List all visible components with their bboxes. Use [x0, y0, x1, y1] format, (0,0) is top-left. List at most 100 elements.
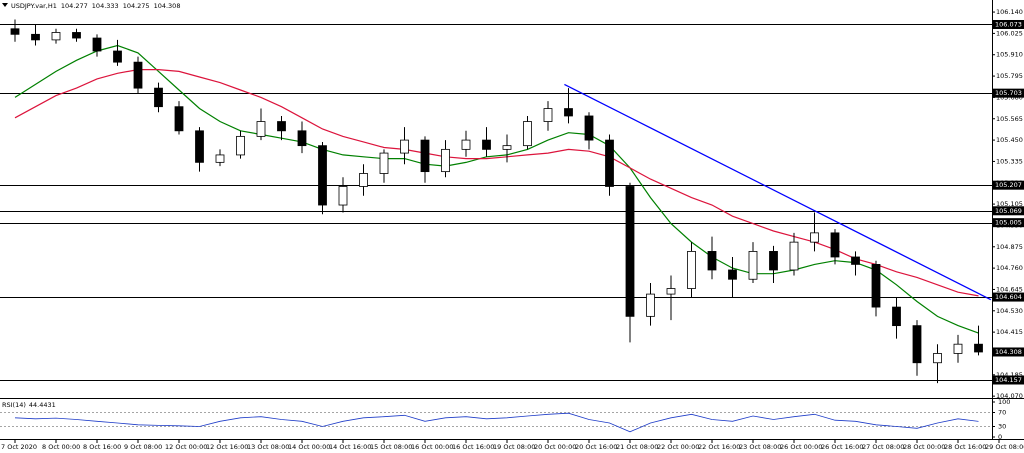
y-tick-label: 105.565 — [996, 115, 1023, 123]
x-tick-label: 22 Oct 16:00 — [698, 443, 740, 451]
candle-body — [256, 121, 266, 137]
y-tick-label: 104.185 — [996, 371, 1023, 379]
candle-body — [379, 152, 389, 174]
x-tick-label: 8 Oct 16:00 — [83, 443, 121, 451]
y-tick-label: 105.450 — [996, 136, 1023, 144]
price-tag-bg — [993, 375, 1024, 385]
x-tick-label: 8 Oct 00:00 — [42, 443, 80, 451]
candle-body — [871, 264, 881, 308]
rsi-y-tick-label: 100 — [998, 398, 1010, 406]
candle-body — [31, 33, 40, 41]
header-value: 104.277 — [61, 2, 88, 10]
candle-body — [482, 139, 491, 150]
x-tick-label: 29 Oct 08:00 — [985, 443, 1024, 451]
x-tick-label: 27 Oct 08:00 — [862, 443, 904, 451]
x-tick-label: 12 Oct 00:00 — [165, 443, 207, 451]
menu-arrow[interactable] — [2, 3, 8, 7]
candle-body — [625, 186, 635, 317]
moving-average — [14, 44, 979, 334]
symbol: USDJPY.var,H1 — [11, 2, 57, 10]
candle-body — [133, 61, 143, 89]
candle-body — [441, 148, 450, 173]
price-tag: 105.069 — [995, 207, 1022, 215]
y-tick-label: 104.530 — [996, 307, 1023, 315]
y-tick-label: 104.645 — [996, 285, 1023, 293]
y-tick-label: 105.910 — [996, 51, 1023, 59]
moving-average — [14, 68, 979, 297]
candle-body — [953, 343, 963, 354]
price-tag: 105.005 — [995, 219, 1022, 227]
candle-body — [461, 139, 471, 150]
price-tag-bg — [993, 180, 1024, 190]
x-tick-label: 26 Oct 00:00 — [780, 443, 822, 451]
candle-body — [687, 251, 696, 289]
x-tick-label: 23 Oct 08:00 — [739, 443, 781, 451]
rsi-y-tick-label: 70 — [998, 409, 1006, 417]
rsi-y-tick-label: 30 — [998, 423, 1006, 431]
candle-body — [584, 115, 594, 141]
x-tick-label: 28 Oct 00:00 — [903, 443, 945, 451]
candle-body — [236, 135, 245, 156]
candle-body — [174, 106, 184, 132]
candle-body — [605, 139, 614, 187]
y-tick-label: 104.070 — [996, 392, 1023, 400]
candle-body — [646, 293, 655, 317]
candle-body — [933, 353, 942, 364]
candle-body — [728, 269, 737, 280]
candle-body — [420, 139, 430, 173]
candle-body — [769, 251, 778, 271]
candle-body — [359, 173, 368, 187]
candle-body — [10, 28, 20, 35]
x-tick-label: 9 Oct 08:00 — [124, 443, 162, 451]
price-tag: 104.308 — [995, 348, 1022, 356]
candle-body — [502, 145, 512, 150]
candle-body — [113, 50, 122, 63]
candle-body — [92, 37, 102, 52]
x-tick-label: 16 Oct 00:00 — [411, 443, 453, 451]
candle-body — [195, 130, 204, 163]
candle-body — [154, 87, 163, 108]
x-tick-label: 21 Oct 08:00 — [616, 443, 658, 451]
price-tag: 105.703 — [995, 89, 1022, 97]
candle-body — [277, 121, 286, 132]
candle-body — [543, 108, 553, 122]
y-tick-label: 105.335 — [996, 157, 1023, 165]
rsi-y-tick-label: 0 — [998, 433, 1002, 441]
candle-body — [215, 154, 225, 163]
y-tick-label: 106.140 — [996, 8, 1023, 16]
x-tick-label: 13 Oct 08:00 — [247, 443, 289, 451]
x-tick-label: 16 Oct 16:00 — [452, 443, 494, 451]
candle-body — [892, 306, 901, 327]
candle-body — [748, 251, 758, 280]
y-tick-label: 104.760 — [996, 264, 1023, 272]
candle-body — [666, 288, 676, 295]
candle-body — [912, 325, 922, 364]
price-tag: 104.604 — [995, 293, 1022, 301]
rsi-value: 44.4431 — [29, 401, 56, 409]
chart-header: USDJPY.var,H1 104.277 104.333 104.275 104.30… — [11, 2, 180, 10]
rsi-name: RSI(14) — [2, 401, 26, 409]
price-tag-bg — [993, 206, 1024, 216]
candle-body — [297, 130, 307, 147]
x-tick-label: 22 Oct 00:00 — [657, 443, 699, 451]
candle-body — [707, 251, 717, 271]
x-tick-label: 19 Oct 08:00 — [493, 443, 535, 451]
rsi-label: RSI(14) 44.4431 — [2, 401, 56, 409]
price-tag-bg — [993, 88, 1024, 98]
candle-body — [810, 232, 819, 243]
y-tick-label: 105.105 — [996, 200, 1023, 208]
x-tick-label: 15 Oct 08:00 — [370, 443, 412, 451]
y-tick-label: 104.415 — [996, 328, 1023, 336]
candle-body — [51, 32, 61, 41]
x-tick-label: 20 Oct 16:00 — [575, 443, 617, 451]
candle-body — [523, 121, 532, 147]
candle-body — [338, 186, 348, 206]
trendline — [564, 83, 992, 301]
x-tick-label: 28 Oct 16:00 — [944, 443, 986, 451]
candle-body — [318, 145, 327, 206]
candle-body — [830, 232, 840, 258]
candle-body — [564, 108, 573, 117]
x-tick-label: 14 Oct 16:00 — [329, 443, 371, 451]
